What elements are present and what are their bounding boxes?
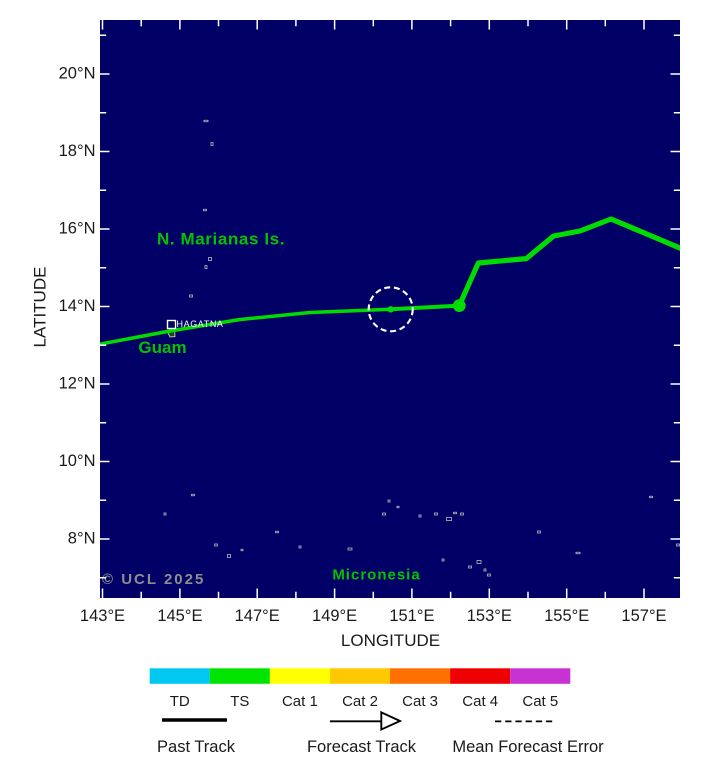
svg-text:153°E: 153°E: [467, 607, 512, 625]
svg-text:Cat 3: Cat 3: [402, 693, 438, 710]
svg-text:149°E: 149°E: [312, 607, 357, 625]
svg-text:157°E: 157°E: [621, 607, 666, 625]
svg-text:8°N: 8°N: [68, 530, 96, 548]
svg-text:LATITUDE: LATITUDE: [31, 267, 50, 348]
svg-text:20°N: 20°N: [59, 65, 96, 83]
svg-text:145°E: 145°E: [157, 607, 202, 625]
svg-text:Guam: Guam: [138, 338, 186, 357]
svg-text:Past Track: Past Track: [157, 738, 236, 755]
svg-text:Forecast Track: Forecast Track: [307, 738, 417, 755]
svg-text:Cat 4: Cat 4: [462, 693, 498, 710]
svg-text:Cat 5: Cat 5: [522, 693, 558, 710]
svg-text:Cat 2: Cat 2: [342, 693, 378, 710]
svg-text:© UCL 2025: © UCL 2025: [102, 571, 205, 588]
svg-text:HAGATNA: HAGATNA: [177, 319, 224, 329]
svg-text:TD: TD: [170, 693, 190, 710]
svg-text:147°E: 147°E: [235, 607, 280, 625]
svg-text:151°E: 151°E: [389, 607, 434, 625]
svg-text:18°N: 18°N: [59, 142, 96, 160]
svg-text:N. Marianas Is.: N. Marianas Is.: [157, 230, 285, 249]
svg-text:16°N: 16°N: [59, 220, 96, 238]
svg-text:LONGITUDE: LONGITUDE: [341, 631, 440, 650]
svg-text:143°E: 143°E: [80, 607, 125, 625]
svg-text:TS: TS: [230, 693, 249, 710]
svg-text:Mean Forecast Error: Mean Forecast Error: [452, 738, 604, 755]
svg-text:10°N: 10°N: [59, 452, 96, 470]
svg-text:Cat 1: Cat 1: [282, 693, 318, 710]
svg-text:155°E: 155°E: [544, 607, 589, 625]
svg-text:14°N: 14°N: [59, 297, 96, 315]
svg-text:Micronesia: Micronesia: [332, 567, 420, 584]
svg-text:12°N: 12°N: [59, 375, 96, 393]
